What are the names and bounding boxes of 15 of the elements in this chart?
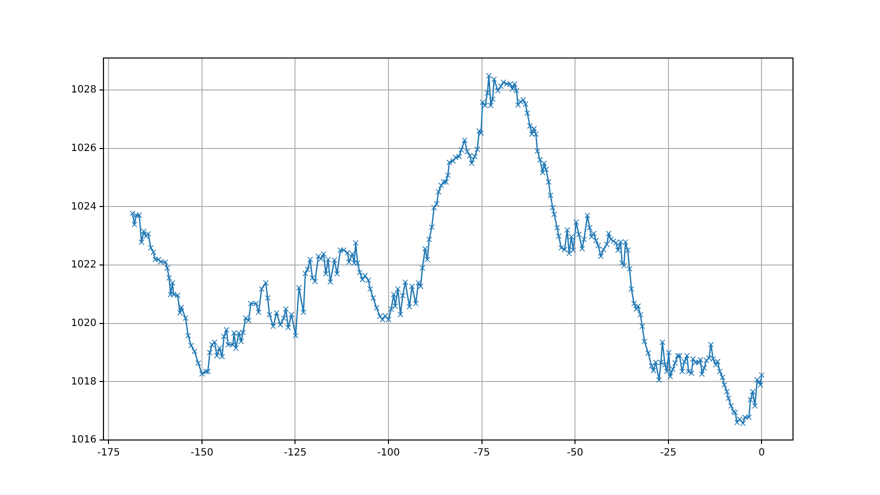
- y-tick-label: 1018: [70, 376, 96, 388]
- x-tick-label: -25: [660, 448, 677, 459]
- y-tick-label: 1024: [70, 201, 96, 212]
- y-tick-label: 1020: [70, 318, 96, 329]
- x-tick-label: -175: [97, 448, 120, 459]
- y-tick-label: 1022: [70, 260, 96, 271]
- x-tick-label: -125: [284, 448, 307, 459]
- y-tick-label: 1026: [70, 142, 96, 154]
- x-tick-label: -100: [377, 448, 400, 459]
- y-tick-label: 1016: [70, 434, 96, 446]
- x-tick-label: -150: [190, 448, 214, 459]
- x-tick-label: -50: [566, 448, 584, 459]
- x-tick-label: 0: [758, 448, 765, 459]
- y-tick-label: 1028: [70, 84, 96, 96]
- x-tick-label: -75: [474, 448, 490, 459]
